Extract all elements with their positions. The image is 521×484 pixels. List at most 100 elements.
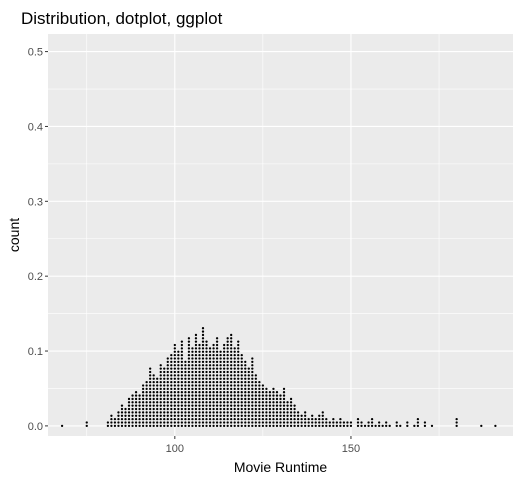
dot-99-13 [170,380,173,384]
dot-97-0 [163,424,166,428]
dot-122-14 [251,377,254,380]
dot-111-5 [212,407,215,411]
dot-116-7 [230,401,233,404]
dot-116-20 [230,357,233,360]
dot-109-1 [205,421,208,424]
dot-180-1 [455,421,458,424]
dot-102-16 [180,370,184,374]
dot-97-4 [163,411,166,414]
dot-107-15 [198,374,201,377]
dot-101-10 [177,391,180,394]
dot-87-6 [127,404,131,407]
dot-120-4 [244,411,247,414]
dot-112-4 [215,411,219,414]
dot-117-8 [233,397,236,401]
dot-106-6 [194,404,198,407]
dot-127-9 [268,394,272,397]
dot-103-6 [184,404,187,407]
dot-110-1 [208,421,212,424]
dot-112-17 [215,367,219,370]
dot-104-17 [187,367,191,370]
dot-92-2 [145,418,148,421]
dot-104-22 [187,350,191,353]
dot-105-15 [191,374,194,377]
dot-107-9 [198,394,201,397]
dot-123-4 [254,411,257,414]
dot-100-10 [173,391,176,394]
dot-93-0 [149,424,152,428]
dot-115-26 [226,337,229,340]
dot-88-2 [131,418,134,421]
dot-123-6 [254,404,257,407]
dot-118-0 [237,424,240,428]
dot-169-2 [416,418,420,421]
dot-101-7 [177,401,180,404]
dot-116-21 [230,354,233,357]
dot-105-5 [191,407,194,411]
dot-98-10 [166,391,169,394]
dot-111-12 [212,384,215,387]
dot-122-1 [251,421,254,424]
dot-114-7 [222,401,226,404]
dot-123-14 [254,377,257,380]
dot-110-21 [208,354,212,357]
dot-119-13 [240,380,243,384]
dot-106-13 [194,380,198,384]
dot-128-6 [272,404,275,407]
dot-120-18 [244,364,247,367]
dot-108-18 [201,364,205,367]
dot-120-14 [244,377,247,380]
dot-122-4 [251,411,254,414]
dot-166-0 [406,424,409,428]
dot-91-8 [141,397,145,401]
dot-102-13 [180,380,184,384]
dot-126-0 [265,424,268,428]
dot-116-17 [230,367,233,370]
dot-108-8 [201,397,205,401]
dot-105-23 [191,347,194,350]
dot-137-4 [304,411,307,414]
dot-116-15 [230,374,233,377]
dot-130-1 [279,421,282,424]
dot-124-9 [258,394,261,397]
dot-138-0 [307,424,310,428]
dot-130-9 [279,394,282,397]
dot-104-8 [187,397,191,401]
minor-gridlines [48,34,513,436]
dot-121-17 [247,367,250,370]
dot-107-17 [198,367,201,370]
dot-91-7 [141,401,145,404]
dot-106-1 [194,421,198,424]
dot-100-15 [173,374,176,377]
dot-114-14 [222,377,226,380]
dot-132-2 [286,418,289,421]
dot-117-21 [233,354,236,357]
dot-99-8 [170,397,173,401]
dot-191-0 [494,424,497,428]
dot-104-10 [187,391,191,394]
dot-96-16 [159,370,162,374]
dot-134-0 [293,424,296,428]
dot-148-0 [342,424,346,428]
dot-107-10 [198,391,201,394]
dot-130-3 [279,414,282,417]
dot-95-1 [156,421,159,424]
dot-92-9 [145,394,148,397]
dot-119-19 [240,360,243,364]
dot-122-6 [251,404,254,407]
dot-103-0 [184,424,187,428]
dot-108-27 [201,333,205,337]
dot-96-15 [159,374,162,377]
dot-115-24 [226,343,229,347]
dot-108-3 [201,414,205,417]
dot-119-17 [240,367,243,370]
dot-111-10 [212,391,215,394]
dot-135-4 [296,411,300,414]
dot-115-3 [226,414,229,417]
dot-95-10 [156,391,159,394]
dot-112-1 [215,421,219,424]
dot-103-14 [184,377,187,380]
dot-97-8 [163,397,166,401]
y-tick-label-3: 0.3 [28,196,43,208]
dot-113-2 [219,418,222,421]
